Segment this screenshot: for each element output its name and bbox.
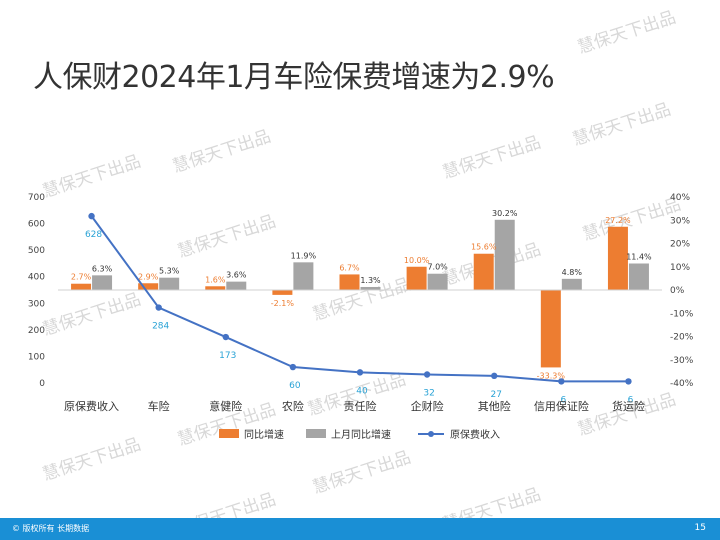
bar-yoy <box>607 226 628 290</box>
bar-yoy <box>138 283 159 290</box>
page-number: 15 <box>694 523 706 533</box>
y-right-tick-label: -20% <box>670 333 694 343</box>
legend-label-premium: 原保费收入 <box>450 428 500 441</box>
y-left-tick-label: 700 <box>28 193 45 203</box>
bar-yoy-label: 27.2% <box>605 216 631 225</box>
y-left-tick-label: 600 <box>28 220 45 230</box>
premium-point <box>222 333 229 341</box>
premium-point <box>289 363 297 371</box>
y-right-tick-label: -10% <box>670 309 694 319</box>
premium-point <box>491 372 498 380</box>
bar-yoy-label: 6.7% <box>339 263 360 272</box>
premium-point <box>423 371 431 378</box>
bar-prev-yoy-label: 7.0% <box>427 263 448 272</box>
bar-prev-yoy <box>159 277 180 290</box>
bar-prev-yoy <box>360 286 381 290</box>
premium-label: 173 <box>219 351 236 361</box>
premium-point <box>558 378 565 385</box>
category-label: 企财险 <box>411 399 444 413</box>
legend-marker-premium <box>428 431 434 437</box>
copyright-text: © 版权所有 长期数据 <box>12 524 90 533</box>
bar-prev-yoy-label: 3.6% <box>226 271 247 280</box>
bar-prev-yoy-label: 5.3% <box>159 267 180 276</box>
bar-prev-yoy <box>561 278 582 290</box>
bar-yoy <box>272 290 293 295</box>
y-left-tick-label: 200 <box>28 326 45 336</box>
y-left-tick-label: 300 <box>28 299 45 309</box>
bar-prev-yoy <box>226 281 247 290</box>
category-label: 车险 <box>148 399 170 413</box>
category-label: 农险 <box>282 399 304 413</box>
premium-label: 284 <box>152 322 169 332</box>
premium-point <box>356 369 364 376</box>
legend-swatch-prev-yoy <box>306 429 326 438</box>
bar-yoy <box>473 253 494 290</box>
category-label: 其他险 <box>478 399 511 413</box>
category-label: 货运险 <box>612 399 645 413</box>
y-right-tick-label: 30% <box>670 216 690 226</box>
bar-yoy-label: -33.3% <box>537 371 566 380</box>
category-label: 意健险 <box>209 399 242 413</box>
bar-yoy-label: 15.6% <box>471 243 497 252</box>
y-right-tick-label: 20% <box>670 240 690 250</box>
premium-label: 60 <box>289 381 301 391</box>
bar-prev-yoy <box>494 219 515 290</box>
y-right-tick-label: 10% <box>670 263 690 273</box>
legend-label-prev-yoy: 上月同比增速 <box>331 428 391 441</box>
legend-swatch-yoy <box>219 429 239 438</box>
bar-yoy <box>339 274 360 290</box>
category-label: 原保费收入 <box>64 399 119 413</box>
bar-prev-yoy <box>92 275 113 290</box>
bar-prev-yoy-label: 30.2% <box>492 209 518 218</box>
y-right-tick-label: 40% <box>670 193 690 203</box>
y-left-tick-label: 500 <box>28 246 45 256</box>
bar-prev-yoy-label: 11.4% <box>626 252 652 261</box>
premium-label: 32 <box>423 388 434 398</box>
bar-prev-yoy <box>427 273 448 290</box>
combo-chart: 0 100 200 300 400 500 600 700 -40% -30% -20% -10% 0%… <box>28 193 694 441</box>
y-left-tick-label: 0 <box>39 379 45 389</box>
premium-label: 27 <box>490 390 501 400</box>
footer-bar: © 版权所有 长期数据 15 <box>0 518 720 540</box>
bar-yoy <box>540 290 561 368</box>
y-left-tick-label: 400 <box>28 273 45 283</box>
bar-yoy-label: 1.6% <box>205 275 226 284</box>
bar-yoy <box>205 286 226 290</box>
bar-prev-yoy-label: 4.8% <box>562 268 583 277</box>
bar-yoy-label: -2.1% <box>271 299 295 308</box>
y-right-tick-label: -30% <box>670 356 694 366</box>
premium-point <box>88 212 95 220</box>
bar-prev-yoy <box>293 262 314 290</box>
premium-label: 628 <box>85 230 102 240</box>
bar-prev-yoy-label: 11.9% <box>291 251 317 260</box>
category-label: 责任险 <box>344 399 377 413</box>
bar-prev-yoy-label: 1.3% <box>360 276 381 285</box>
y-left-tick-label: 100 <box>28 352 45 362</box>
category-label: 信用保证险 <box>534 399 589 413</box>
bar-yoy-label: 10.0% <box>404 256 430 265</box>
premium-label: 40 <box>356 386 368 396</box>
bar-yoy-label: 2.9% <box>138 272 159 281</box>
premium-label: 6 <box>628 395 634 405</box>
bar-prev-yoy <box>628 263 649 290</box>
y-right-tick-label: 0% <box>670 286 685 296</box>
bar-yoy-label: 2.7% <box>71 273 92 282</box>
legend-label-yoy: 同比增速 <box>244 428 284 441</box>
page-title: 人保财2024年1月车险保费增速为2.9% <box>33 60 555 95</box>
bar-yoy <box>71 283 92 290</box>
bar-prev-yoy-label: 6.3% <box>92 264 113 273</box>
premium-point <box>625 378 632 385</box>
bar-yoy <box>406 266 427 290</box>
y-right-tick-label: -40% <box>670 379 694 389</box>
premium-label: 6 <box>560 395 566 405</box>
premium-point <box>155 304 162 311</box>
